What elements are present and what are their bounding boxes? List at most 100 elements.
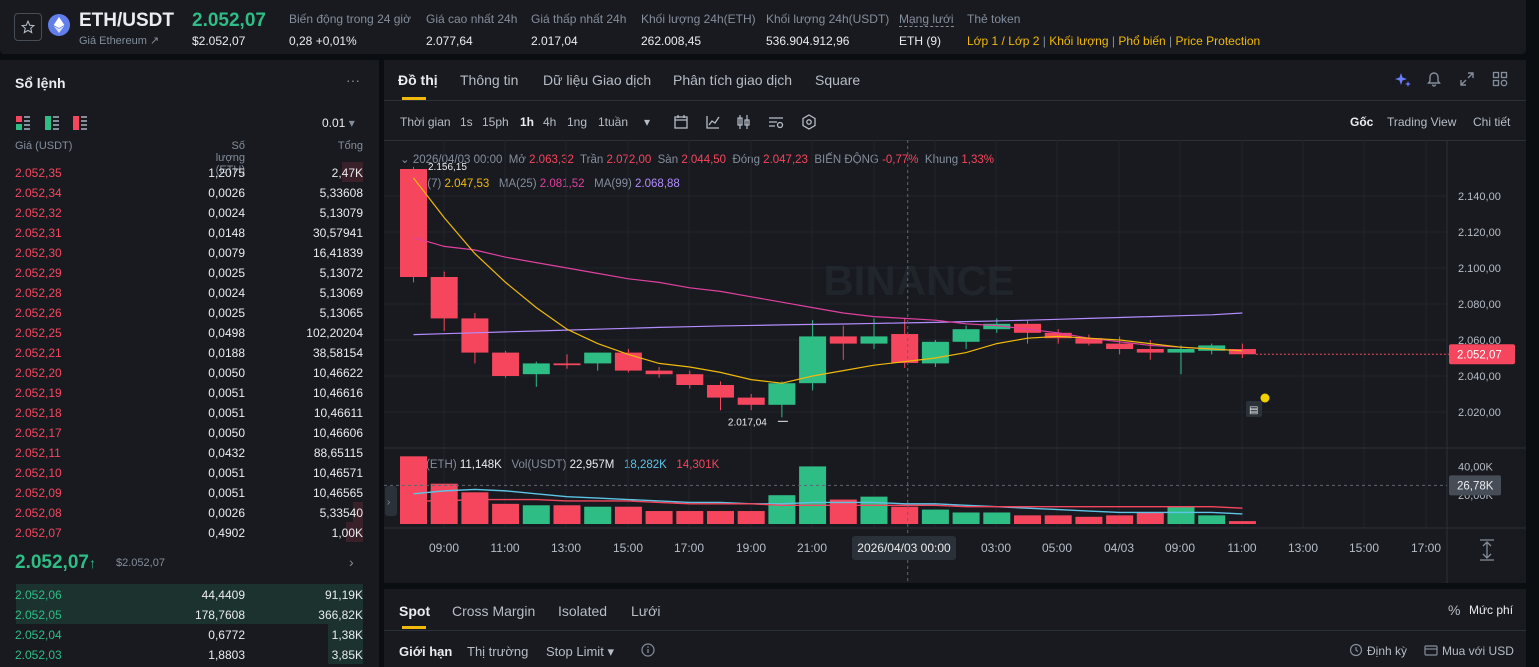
interval-4h[interactable]: 4h xyxy=(543,115,557,129)
volume-crosshair-value: 26,78K xyxy=(1457,480,1494,492)
token-tag[interactable]: Phổ biến xyxy=(1118,34,1166,48)
bids-view-icon[interactable] xyxy=(45,116,59,130)
info-icon[interactable] xyxy=(641,643,655,657)
bid-qty: 178,7608 xyxy=(194,608,245,622)
tab-isolated[interactable]: Isolated xyxy=(558,603,608,619)
bid-row[interactable]: 2.052,05 178,7608 366,82K xyxy=(0,604,379,624)
ask-price: 2.052,21 xyxy=(15,346,62,360)
tab-chart[interactable]: Đồ thị xyxy=(398,72,438,88)
tab-spot[interactable]: Spot xyxy=(399,603,431,619)
ask-row[interactable]: 2.052,32 0,0024 5,13079 xyxy=(0,202,379,222)
favorite-star-button[interactable] xyxy=(14,13,42,41)
up-arrow-icon: ↑ xyxy=(88,555,96,571)
order-type-stop-limit[interactable]: Stop Limit ▾ xyxy=(546,644,614,660)
candle-body xyxy=(952,329,980,342)
view-original[interactable]: Gốc xyxy=(1350,115,1374,129)
layout-grid-icon[interactable] xyxy=(1492,71,1508,87)
chevron-right-icon[interactable]: › xyxy=(349,554,354,570)
ask-row[interactable]: 2.052,17 0,0050 10,46606 xyxy=(0,422,379,442)
interval-1s[interactable]: 1s xyxy=(460,115,473,129)
chart-settings-icon[interactable] xyxy=(768,114,784,130)
ask-row[interactable]: 2.052,20 0,0050 10,46622 xyxy=(0,362,379,382)
interval-1d[interactable]: 1ng xyxy=(567,115,588,129)
candle-body xyxy=(676,374,704,385)
view-depth[interactable]: Chi tiết xyxy=(1473,115,1511,129)
candle-type-icon[interactable] xyxy=(736,114,752,130)
both-sides-view-icon[interactable] xyxy=(16,116,30,130)
precision-select[interactable]: 0.01 ▾ xyxy=(322,116,355,130)
ask-row[interactable]: 2.052,07 0,4902 1,00K xyxy=(0,522,379,542)
interval-dropdown-icon[interactable]: ▾ xyxy=(644,115,651,129)
ask-qty: 0,4902 xyxy=(208,526,245,540)
stat-label-change: Biến động trong 24 giờ xyxy=(289,12,411,26)
time-axis-label: 15:00 xyxy=(1349,541,1379,555)
ask-row[interactable]: 2.052,21 0,0188 38,58154 xyxy=(0,342,379,362)
token-tag[interactable]: Price Protection xyxy=(1175,34,1261,48)
col-header-price: Giá (USDT) xyxy=(15,140,73,152)
tab-cross-margin[interactable]: Cross Margin xyxy=(452,603,536,619)
view-tradingview[interactable]: Trading View xyxy=(1387,115,1457,129)
ohlc-label: Đóng xyxy=(732,154,760,166)
buy-with-usd-link[interactable]: Mua với USD xyxy=(1442,644,1514,658)
settings-gear-icon[interactable] xyxy=(801,114,817,130)
interval-1w[interactable]: 1tuần xyxy=(598,115,629,129)
ask-row[interactable]: 2.052,35 1,2075 2,47K xyxy=(0,162,379,182)
asks-view-icon[interactable] xyxy=(73,116,87,130)
ask-row[interactable]: 2.052,18 0,0051 10,46611 xyxy=(0,402,379,422)
interval-1h[interactable]: 1h xyxy=(520,115,535,129)
more-options-icon[interactable]: ··· xyxy=(346,72,360,88)
bid-row[interactable]: 2.052,03 1,8803 3,85K xyxy=(0,644,379,664)
ask-row[interactable]: 2.052,25 0,0498 102,20204 xyxy=(0,322,379,342)
price-ma-line xyxy=(413,312,1243,336)
tab-info[interactable]: Thông tin xyxy=(460,72,519,88)
ask-row[interactable]: 2.052,11 0,0432 88,65115 xyxy=(0,442,379,462)
order-type-limit[interactable]: Giới hạn xyxy=(399,644,453,659)
bid-row[interactable]: 2.052,06 44,4409 91,19K xyxy=(0,584,379,604)
ask-row[interactable]: 2.052,30 0,0079 16,41839 xyxy=(0,242,379,262)
fee-link[interactable]: Mức phí xyxy=(1469,603,1514,617)
order-type-market[interactable]: Thị trường xyxy=(467,644,529,659)
ask-row[interactable]: 2.052,10 0,0051 10,46571 xyxy=(0,462,379,482)
ask-qty: 0,0051 xyxy=(208,406,245,420)
volume-bar xyxy=(1014,515,1041,524)
tab-square[interactable]: Square xyxy=(815,72,861,88)
ask-total: 10,46622 xyxy=(312,366,363,380)
tab-trading-data[interactable]: Dữ liệu Giao dịch xyxy=(543,72,652,88)
ask-row[interactable]: 2.052,19 0,0051 10,46616 xyxy=(0,382,379,402)
scrollbar[interactable] xyxy=(1527,60,1539,667)
ask-row[interactable]: 2.052,31 0,0148 30,57941 xyxy=(0,222,379,242)
token-tag[interactable]: Lớp 1 / Lớp 2 xyxy=(967,34,1040,48)
pair-subtitle-link[interactable]: Giá Ethereum ↗ xyxy=(79,35,160,47)
ask-row[interactable]: 2.052,26 0,0025 5,13065 xyxy=(0,302,379,322)
collapse-chevron-icon[interactable]: ⌄ xyxy=(400,154,410,166)
token-tag[interactable]: Khối lượng xyxy=(1049,34,1109,48)
time-axis-label: 15:00 xyxy=(613,541,643,555)
candlestick-chart[interactable]: BINANCE 2.156,15 2.017,04 2.140,00 2.120,00… xyxy=(384,140,1526,583)
fullscreen-icon[interactable] xyxy=(1459,71,1475,87)
calendar-icon[interactable] xyxy=(673,114,689,130)
time-axis-label: 19:00 xyxy=(736,541,766,555)
indicator-icon[interactable] xyxy=(705,114,721,130)
ai-sparkle-icon[interactable] xyxy=(1394,71,1412,89)
current-price-tag xyxy=(1449,344,1515,365)
tab-grid[interactable]: Lưới xyxy=(631,603,661,619)
recurring-link[interactable]: Định kỳ xyxy=(1367,644,1408,658)
volume-bar xyxy=(799,466,827,524)
orderbook-last-price[interactable]: 2.052,07↑ xyxy=(15,552,96,574)
ask-row[interactable]: 2.052,29 0,0025 5,13072 xyxy=(0,262,379,282)
ask-row[interactable]: 2.052,34 0,0026 5,33608 xyxy=(0,182,379,202)
pair-title[interactable]: ETH/USDT xyxy=(79,10,174,31)
card-icon xyxy=(1424,645,1438,656)
ma-label: MA(25) xyxy=(498,178,537,190)
stat-label-network[interactable]: Mạng lưới xyxy=(899,12,954,27)
ask-row[interactable]: 2.052,08 0,0026 5,33540 xyxy=(0,502,379,522)
ask-row[interactable]: 2.052,28 0,0024 5,13069 xyxy=(0,282,379,302)
vol-label: Vol(USDT) xyxy=(511,459,567,471)
bell-icon[interactable] xyxy=(1426,71,1442,87)
bid-row[interactable]: 2.052,04 0,6772 1,38K xyxy=(0,624,379,644)
ask-price: 2.052,30 xyxy=(15,246,62,260)
ask-row[interactable]: 2.052,09 0,0051 10,46565 xyxy=(0,482,379,502)
ohlc-legend: ⌄ 2026/04/03 00:00 Mở 2.063,32 Trần 2.07… xyxy=(400,152,994,166)
interval-15m[interactable]: 15ph xyxy=(482,115,509,129)
tab-trading-analysis[interactable]: Phân tích giao dịch xyxy=(673,72,793,88)
